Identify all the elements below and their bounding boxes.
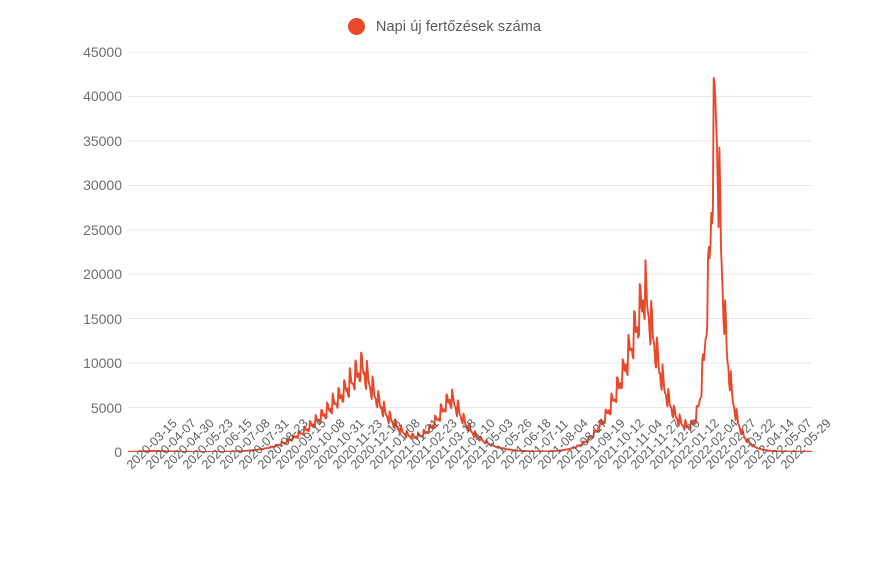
y-axis-tick-label: 40000 (83, 88, 122, 105)
y-axis-tick-label: 10000 (83, 355, 122, 372)
y-axis-tick-label: 30000 (83, 177, 122, 194)
y-axis-tick-label: 0 (114, 444, 122, 460)
series-daily-cases (128, 76, 812, 452)
legend-entry-daily-cases[interactable]: Napi új fertőzések száma (347, 18, 542, 35)
legend-entry-label: Napi új fertőzések száma (375, 18, 542, 35)
circle-marker-icon (347, 18, 365, 35)
y-axis-tick-label: 35000 (83, 132, 122, 149)
y-axis: 0 5000 10000 15000 20000 25000 30000 35000 40000… (0, 0, 122, 520)
y-axis-tick-label: 15000 (83, 310, 122, 327)
y-axis-tick-label: 20000 (83, 266, 122, 283)
y-axis-tick-label: 45000 (83, 44, 122, 60)
y-axis-tick-label: 5000 (90, 399, 122, 416)
y-axis-tick-label: 25000 (83, 221, 122, 238)
gridlines (128, 52, 812, 452)
chart-legend: Napi új fertőzések száma (0, 18, 889, 35)
plot-area (128, 52, 812, 452)
